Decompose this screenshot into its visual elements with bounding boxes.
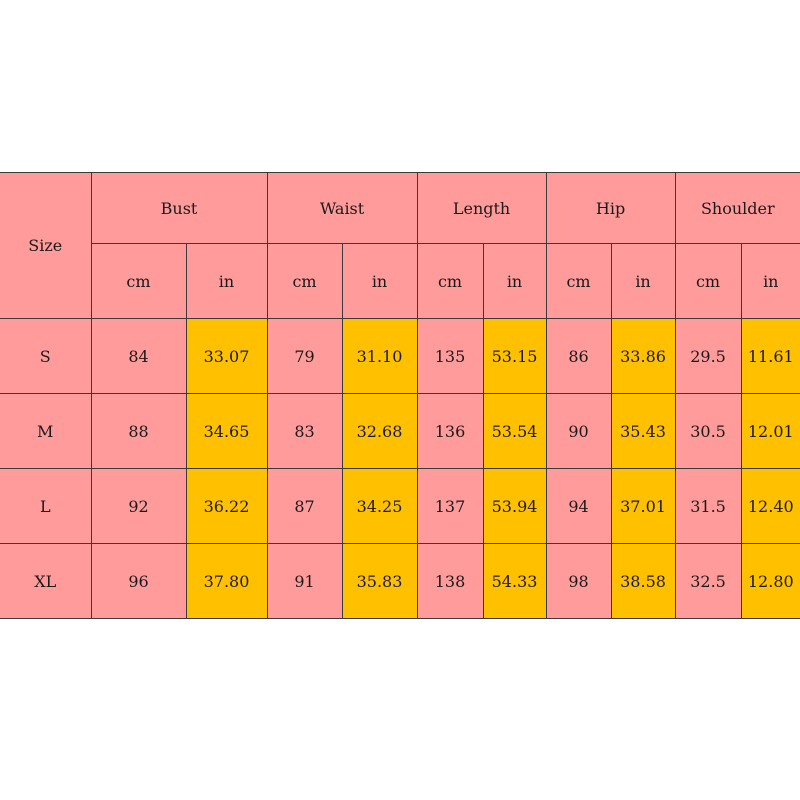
size-label: XL — [0, 543, 92, 619]
hip-header: Hip — [545, 172, 676, 244]
hip-cm-header: cm — [545, 243, 612, 319]
shoulder-cm-cell: 31.5 — [674, 468, 742, 544]
shoulder-in-cell: 12.01 — [740, 393, 800, 469]
waist-header: Waist — [266, 172, 418, 244]
length-cm-cell: 135 — [416, 318, 484, 394]
hip-cm-cell: 94 — [545, 468, 612, 544]
length-header: Length — [416, 172, 547, 244]
hip-cm-cell: 90 — [545, 393, 612, 469]
bust-cm-cell: 96 — [90, 543, 187, 619]
hip-in-header: in — [610, 243, 676, 319]
bust-cm-cell: 92 — [90, 468, 187, 544]
table-row: S 84 33.07 79 31.10 135 53.15 86 33.86 2… — [0, 318, 800, 394]
waist-in-cell: 35.83 — [341, 543, 418, 619]
measurement-header-row: Size Bust Waist Length Hip Shoulder — [0, 172, 800, 319]
length-cm-header: cm — [416, 243, 484, 319]
bust-in-cell: 37.80 — [185, 543, 268, 619]
length-cm-cell: 137 — [416, 468, 484, 544]
length-in-cell: 53.15 — [482, 318, 547, 394]
length-in-cell: 54.33 — [482, 543, 547, 619]
size-label: S — [0, 318, 92, 394]
table-row: XL 96 37.80 91 35.83 138 54.33 98 38.58 … — [0, 543, 800, 619]
size-chart-table: Size Bust Waist Length Hip Shoulder cm i… — [0, 172, 800, 619]
bust-in-cell: 33.07 — [185, 318, 268, 394]
hip-cm-cell: 98 — [545, 543, 612, 619]
hip-in-cell: 35.43 — [610, 393, 676, 469]
shoulder-in-header: in — [740, 243, 800, 319]
waist-cm-cell: 91 — [266, 543, 343, 619]
size-column-header: Size — [0, 172, 92, 319]
unit-header-row: cm in cm in cm in cm in cm in — [0, 243, 800, 319]
shoulder-header: Shoulder — [674, 172, 800, 244]
bust-in-header: in — [185, 243, 268, 319]
length-in-header: in — [482, 243, 547, 319]
waist-in-cell: 34.25 — [341, 468, 418, 544]
length-cm-cell: 136 — [416, 393, 484, 469]
shoulder-cm-header: cm — [674, 243, 742, 319]
waist-cm-cell: 87 — [266, 468, 343, 544]
hip-cm-cell: 86 — [545, 318, 612, 394]
waist-in-cell: 32.68 — [341, 393, 418, 469]
shoulder-cm-cell: 30.5 — [674, 393, 742, 469]
waist-in-header: in — [341, 243, 418, 319]
bust-cm-header: cm — [91, 243, 187, 319]
waist-cm-header: cm — [266, 243, 343, 319]
bust-in-cell: 34.65 — [185, 393, 268, 469]
hip-in-cell: 38.58 — [610, 543, 676, 619]
length-in-cell: 53.54 — [482, 393, 547, 469]
bust-header: Bust — [90, 172, 268, 244]
table-row: M 88 34.65 83 32.68 136 53.54 90 35.43 3… — [0, 393, 800, 469]
bust-in-cell: 36.22 — [185, 468, 268, 544]
hip-in-cell: 33.86 — [610, 318, 676, 394]
bust-cm-cell: 88 — [90, 393, 187, 469]
shoulder-cm-cell: 32.5 — [674, 543, 742, 619]
length-cm-cell: 138 — [416, 543, 484, 619]
size-label: M — [0, 393, 92, 469]
length-in-cell: 53.94 — [482, 468, 547, 544]
shoulder-in-cell: 11.61 — [740, 318, 800, 394]
shoulder-cm-cell: 29.5 — [674, 318, 742, 394]
hip-in-cell: 37.01 — [610, 468, 676, 544]
shoulder-in-cell: 12.40 — [740, 468, 800, 544]
waist-cm-cell: 83 — [266, 393, 343, 469]
bust-cm-cell: 84 — [90, 318, 187, 394]
waist-in-cell: 31.10 — [341, 318, 418, 394]
waist-cm-cell: 79 — [266, 318, 343, 394]
shoulder-in-cell: 12.80 — [740, 543, 800, 619]
table-row: L 92 36.22 87 34.25 137 53.94 94 37.01 3… — [0, 468, 800, 544]
size-label: L — [0, 468, 92, 544]
